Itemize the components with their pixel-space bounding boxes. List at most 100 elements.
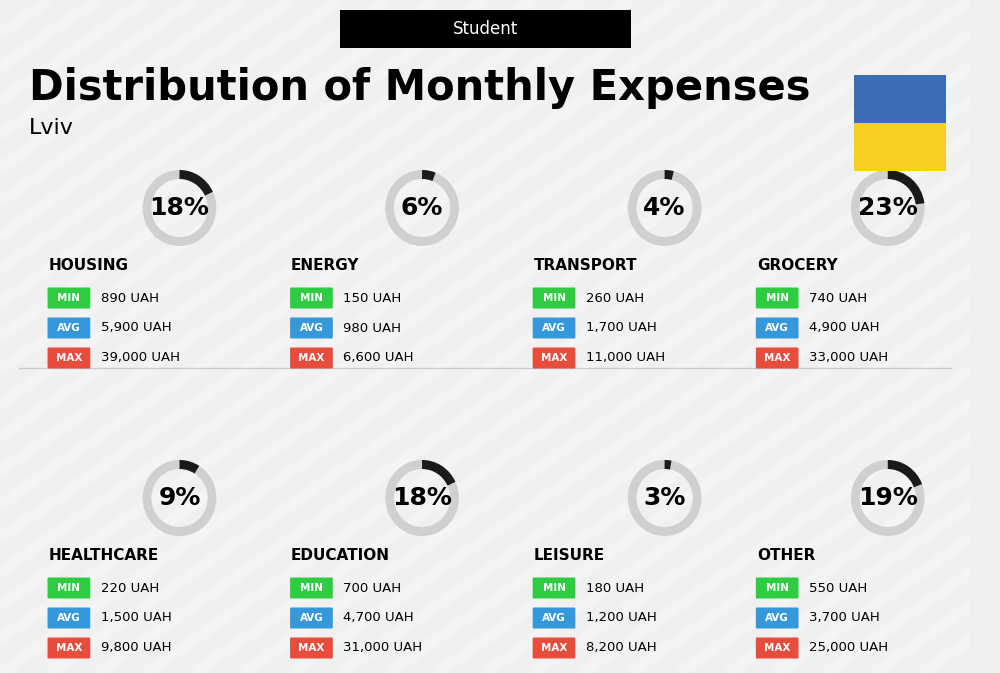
Text: 25,000 UAH: 25,000 UAH bbox=[809, 641, 888, 655]
Text: 220 UAH: 220 UAH bbox=[101, 581, 159, 594]
FancyBboxPatch shape bbox=[48, 608, 90, 629]
FancyBboxPatch shape bbox=[533, 577, 575, 598]
Text: MAX: MAX bbox=[764, 353, 790, 363]
FancyBboxPatch shape bbox=[756, 637, 799, 658]
Text: AVG: AVG bbox=[300, 613, 323, 623]
Text: MAX: MAX bbox=[298, 353, 325, 363]
FancyBboxPatch shape bbox=[290, 608, 333, 629]
Text: 4%: 4% bbox=[643, 196, 686, 220]
Text: 18%: 18% bbox=[392, 486, 452, 510]
FancyBboxPatch shape bbox=[756, 577, 799, 598]
Text: 6,600 UAH: 6,600 UAH bbox=[343, 351, 414, 365]
Text: MAX: MAX bbox=[541, 643, 567, 653]
Text: 39,000 UAH: 39,000 UAH bbox=[101, 351, 180, 365]
Wedge shape bbox=[179, 170, 213, 196]
Text: 23%: 23% bbox=[858, 196, 918, 220]
FancyBboxPatch shape bbox=[48, 318, 90, 339]
Text: AVG: AVG bbox=[542, 323, 566, 333]
Text: 8,200 UAH: 8,200 UAH bbox=[586, 641, 657, 655]
Wedge shape bbox=[422, 460, 455, 486]
Text: 33,000 UAH: 33,000 UAH bbox=[809, 351, 888, 365]
Wedge shape bbox=[888, 460, 922, 487]
Text: 4,700 UAH: 4,700 UAH bbox=[343, 612, 414, 625]
Text: HOUSING: HOUSING bbox=[49, 258, 129, 273]
FancyBboxPatch shape bbox=[756, 608, 799, 629]
Wedge shape bbox=[888, 170, 924, 205]
Text: MAX: MAX bbox=[764, 643, 790, 653]
Wedge shape bbox=[665, 170, 674, 180]
Text: GROCERY: GROCERY bbox=[757, 258, 838, 273]
Text: AVG: AVG bbox=[57, 323, 81, 333]
FancyBboxPatch shape bbox=[48, 637, 90, 658]
Text: 3,700 UAH: 3,700 UAH bbox=[809, 612, 880, 625]
FancyBboxPatch shape bbox=[756, 318, 799, 339]
Wedge shape bbox=[385, 170, 459, 246]
FancyBboxPatch shape bbox=[533, 347, 575, 369]
Text: 31,000 UAH: 31,000 UAH bbox=[343, 641, 423, 655]
Wedge shape bbox=[851, 460, 925, 536]
Text: AVG: AVG bbox=[57, 613, 81, 623]
Text: OTHER: OTHER bbox=[757, 548, 815, 563]
Text: AVG: AVG bbox=[765, 613, 789, 623]
Text: MIN: MIN bbox=[57, 583, 80, 593]
Text: 19%: 19% bbox=[858, 486, 918, 510]
FancyBboxPatch shape bbox=[48, 287, 90, 308]
Text: 18%: 18% bbox=[150, 196, 209, 220]
Text: MAX: MAX bbox=[298, 643, 325, 653]
Text: 6%: 6% bbox=[401, 196, 443, 220]
Wedge shape bbox=[665, 460, 672, 470]
FancyBboxPatch shape bbox=[533, 287, 575, 308]
Text: 740 UAH: 740 UAH bbox=[809, 291, 867, 304]
Text: EDUCATION: EDUCATION bbox=[291, 548, 390, 563]
Text: MIN: MIN bbox=[766, 583, 789, 593]
Text: 1,700 UAH: 1,700 UAH bbox=[586, 322, 657, 334]
Text: LEISURE: LEISURE bbox=[534, 548, 605, 563]
Text: 180 UAH: 180 UAH bbox=[586, 581, 644, 594]
Wedge shape bbox=[628, 170, 701, 246]
FancyBboxPatch shape bbox=[533, 608, 575, 629]
FancyBboxPatch shape bbox=[854, 75, 946, 123]
Text: MIN: MIN bbox=[300, 583, 323, 593]
Text: ENERGY: ENERGY bbox=[291, 258, 360, 273]
Text: 890 UAH: 890 UAH bbox=[101, 291, 159, 304]
FancyBboxPatch shape bbox=[290, 287, 333, 308]
Text: 11,000 UAH: 11,000 UAH bbox=[586, 351, 665, 365]
Text: 260 UAH: 260 UAH bbox=[586, 291, 644, 304]
Text: Student: Student bbox=[452, 20, 518, 38]
Text: MIN: MIN bbox=[543, 293, 566, 303]
Text: 550 UAH: 550 UAH bbox=[809, 581, 867, 594]
Text: 1,500 UAH: 1,500 UAH bbox=[101, 612, 172, 625]
Text: 9%: 9% bbox=[158, 486, 201, 510]
Text: MIN: MIN bbox=[543, 583, 566, 593]
FancyBboxPatch shape bbox=[48, 347, 90, 369]
Text: AVG: AVG bbox=[542, 613, 566, 623]
Text: AVG: AVG bbox=[300, 323, 323, 333]
Text: 4,900 UAH: 4,900 UAH bbox=[809, 322, 880, 334]
Text: MAX: MAX bbox=[541, 353, 567, 363]
FancyBboxPatch shape bbox=[290, 637, 333, 658]
Wedge shape bbox=[422, 170, 436, 181]
Text: Lviv: Lviv bbox=[29, 118, 74, 138]
FancyBboxPatch shape bbox=[756, 347, 799, 369]
FancyBboxPatch shape bbox=[533, 637, 575, 658]
Text: Distribution of Monthly Expenses: Distribution of Monthly Expenses bbox=[29, 67, 811, 109]
Text: MAX: MAX bbox=[56, 353, 82, 363]
FancyBboxPatch shape bbox=[48, 577, 90, 598]
Text: HEALTHCARE: HEALTHCARE bbox=[49, 548, 159, 563]
FancyBboxPatch shape bbox=[290, 577, 333, 598]
Text: AVG: AVG bbox=[765, 323, 789, 333]
Wedge shape bbox=[385, 460, 459, 536]
Wedge shape bbox=[628, 460, 701, 536]
Wedge shape bbox=[851, 170, 925, 246]
Text: 980 UAH: 980 UAH bbox=[343, 322, 401, 334]
Text: 3%: 3% bbox=[643, 486, 686, 510]
Wedge shape bbox=[179, 460, 199, 474]
Text: 5,900 UAH: 5,900 UAH bbox=[101, 322, 172, 334]
Wedge shape bbox=[143, 460, 216, 536]
FancyBboxPatch shape bbox=[533, 318, 575, 339]
Text: MIN: MIN bbox=[300, 293, 323, 303]
FancyBboxPatch shape bbox=[290, 347, 333, 369]
Text: 9,800 UAH: 9,800 UAH bbox=[101, 641, 171, 655]
Text: MAX: MAX bbox=[56, 643, 82, 653]
FancyBboxPatch shape bbox=[756, 287, 799, 308]
